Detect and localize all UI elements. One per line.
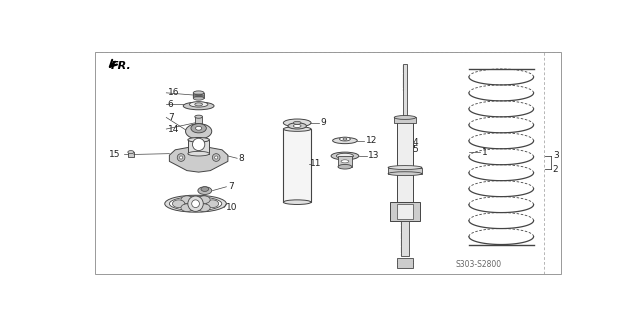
Text: 14: 14 bbox=[168, 125, 179, 134]
Circle shape bbox=[193, 138, 205, 151]
Ellipse shape bbox=[284, 200, 311, 204]
Text: 9: 9 bbox=[320, 118, 326, 128]
Ellipse shape bbox=[164, 195, 227, 212]
Ellipse shape bbox=[388, 166, 422, 169]
Bar bbox=[388, 168, 422, 174]
Text: 3: 3 bbox=[553, 151, 559, 161]
Ellipse shape bbox=[195, 115, 202, 118]
Ellipse shape bbox=[284, 119, 311, 127]
Ellipse shape bbox=[188, 151, 209, 156]
Text: 16: 16 bbox=[168, 88, 179, 97]
Bar bbox=[390, 202, 420, 221]
Ellipse shape bbox=[293, 124, 301, 128]
Text: 7: 7 bbox=[228, 182, 234, 191]
Text: 7: 7 bbox=[168, 113, 173, 122]
Bar bbox=[401, 221, 409, 256]
Ellipse shape bbox=[198, 196, 210, 204]
Bar bbox=[397, 117, 413, 168]
Ellipse shape bbox=[198, 187, 212, 195]
Text: 4: 4 bbox=[413, 138, 419, 147]
Ellipse shape bbox=[196, 126, 202, 130]
Text: 13: 13 bbox=[368, 151, 380, 161]
Ellipse shape bbox=[331, 152, 359, 160]
Bar bbox=[397, 259, 413, 268]
Bar bbox=[397, 204, 413, 219]
Bar bbox=[284, 129, 311, 202]
Ellipse shape bbox=[189, 102, 208, 107]
Ellipse shape bbox=[293, 121, 301, 124]
Ellipse shape bbox=[394, 115, 416, 119]
Text: 2: 2 bbox=[553, 164, 559, 174]
Ellipse shape bbox=[340, 137, 350, 141]
Ellipse shape bbox=[333, 137, 357, 144]
Text: 1: 1 bbox=[482, 148, 488, 157]
Bar bbox=[195, 117, 202, 129]
Ellipse shape bbox=[193, 96, 204, 100]
Circle shape bbox=[188, 196, 204, 211]
Ellipse shape bbox=[186, 124, 212, 139]
Ellipse shape bbox=[193, 91, 204, 95]
Text: 15: 15 bbox=[109, 150, 121, 159]
Ellipse shape bbox=[183, 102, 214, 110]
Bar bbox=[338, 156, 352, 167]
Text: 10: 10 bbox=[225, 203, 237, 212]
Circle shape bbox=[177, 154, 185, 161]
Ellipse shape bbox=[191, 124, 206, 133]
Bar bbox=[397, 168, 413, 202]
Ellipse shape bbox=[343, 138, 347, 140]
Ellipse shape bbox=[388, 172, 422, 176]
Bar bbox=[188, 140, 209, 154]
Ellipse shape bbox=[206, 200, 219, 208]
Ellipse shape bbox=[338, 164, 352, 169]
Text: 11: 11 bbox=[310, 159, 322, 168]
Text: 8: 8 bbox=[239, 154, 244, 163]
Ellipse shape bbox=[284, 127, 311, 131]
Text: 12: 12 bbox=[365, 136, 377, 145]
Text: FR.: FR. bbox=[111, 61, 132, 71]
Ellipse shape bbox=[201, 187, 209, 191]
Text: 5: 5 bbox=[413, 145, 419, 154]
Text: 6: 6 bbox=[168, 100, 173, 109]
Ellipse shape bbox=[181, 204, 193, 211]
Ellipse shape bbox=[337, 153, 353, 159]
Ellipse shape bbox=[181, 196, 193, 204]
Ellipse shape bbox=[188, 137, 209, 142]
Bar bbox=[288, 123, 307, 126]
Ellipse shape bbox=[341, 160, 349, 163]
Ellipse shape bbox=[198, 204, 210, 211]
Text: S303-S2800: S303-S2800 bbox=[455, 260, 501, 269]
Ellipse shape bbox=[195, 128, 202, 131]
Bar bbox=[193, 93, 204, 98]
Bar bbox=[394, 117, 416, 123]
Ellipse shape bbox=[195, 103, 202, 106]
Ellipse shape bbox=[288, 123, 307, 129]
Ellipse shape bbox=[172, 200, 185, 208]
Circle shape bbox=[214, 156, 218, 159]
Circle shape bbox=[192, 200, 200, 208]
Ellipse shape bbox=[170, 197, 221, 211]
Bar bbox=[128, 152, 134, 157]
Circle shape bbox=[180, 156, 182, 159]
Ellipse shape bbox=[128, 151, 134, 154]
Polygon shape bbox=[170, 148, 228, 172]
Bar bbox=[403, 64, 407, 117]
Circle shape bbox=[212, 154, 220, 161]
